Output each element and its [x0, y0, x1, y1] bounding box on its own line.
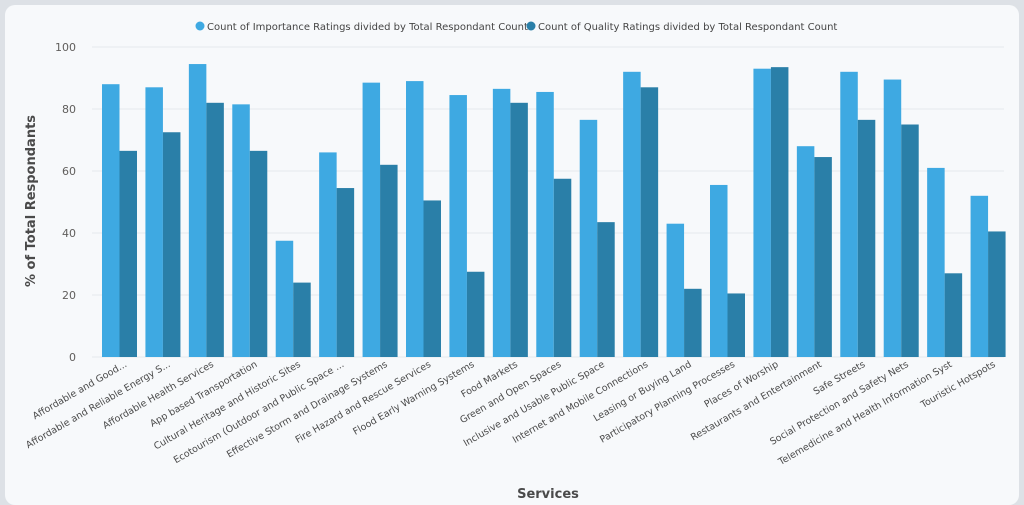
- bar-importance[interactable]: [406, 81, 424, 357]
- x-axis-title: Services: [517, 487, 579, 502]
- x-tick-label: Touristic Hotspots: [918, 359, 997, 411]
- bar-quality[interactable]: [466, 271, 485, 357]
- bar-quality[interactable]: [336, 188, 355, 357]
- bar-quality[interactable]: [119, 150, 138, 357]
- bar-importance[interactable]: [796, 146, 815, 357]
- bar-importance[interactable]: [536, 91, 554, 357]
- bar-quality[interactable]: [988, 231, 1006, 357]
- bar-importance[interactable]: [753, 68, 771, 357]
- bar-importance[interactable]: [883, 79, 902, 358]
- bar-quality[interactable]: [380, 164, 398, 357]
- bar-quality[interactable]: [814, 157, 832, 357]
- bar-importance[interactable]: [927, 167, 945, 357]
- legend-label-quality: Count of Quality Ratings divided by Tota…: [538, 22, 837, 33]
- y-axis-ticks: 0 20 40 60 80 100: [55, 41, 76, 364]
- bar-importance[interactable]: [970, 195, 989, 357]
- bar-quality[interactable]: [162, 132, 181, 357]
- y-tick-label: 80: [62, 103, 76, 116]
- bar-importance[interactable]: [362, 82, 381, 358]
- bar-quality[interactable]: [857, 119, 876, 357]
- bar-quality[interactable]: [553, 178, 572, 357]
- y-axis-title: % of Total Respondants: [24, 115, 39, 287]
- bar-importance[interactable]: [710, 184, 728, 357]
- bar-quality[interactable]: [249, 150, 268, 357]
- bar-quality[interactable]: [944, 273, 963, 357]
- x-tick-label: Effective Storm and Drainage Systems: [225, 359, 390, 460]
- bar-quality[interactable]: [597, 222, 615, 357]
- bar-quality[interactable]: [684, 288, 702, 357]
- bar-importance[interactable]: [840, 71, 858, 358]
- bar-importance[interactable]: [449, 95, 467, 358]
- legend: Count of Importance Ratings divided by T…: [195, 21, 837, 33]
- bars: [102, 64, 1006, 358]
- bar-importance[interactable]: [188, 64, 207, 358]
- bar-importance[interactable]: [102, 84, 120, 357]
- bar-quality[interactable]: [770, 67, 789, 358]
- bar-importance[interactable]: [145, 87, 163, 358]
- y-tick-label: 100: [55, 41, 76, 54]
- y-tick-label: 20: [62, 289, 76, 302]
- x-axis-labels: Affordable and Good...Affordable and Rel…: [24, 359, 997, 468]
- bar-importance[interactable]: [275, 240, 294, 357]
- legend-marker-quality: [526, 21, 536, 31]
- y-tick-label: 40: [62, 227, 76, 240]
- bar-quality[interactable]: [901, 124, 919, 358]
- y-tick-label: 0: [69, 351, 76, 364]
- bar-quality[interactable]: [727, 293, 746, 357]
- bar-importance[interactable]: [623, 71, 641, 358]
- bar-quality[interactable]: [423, 200, 442, 357]
- y-tick-label: 60: [62, 165, 76, 178]
- bar-importance[interactable]: [319, 152, 337, 357]
- bar-importance[interactable]: [666, 223, 685, 357]
- legend-marker-importance: [195, 21, 205, 31]
- bar-quality[interactable]: [640, 87, 659, 358]
- legend-label-importance: Count of Importance Ratings divided by T…: [207, 22, 528, 33]
- bar-quality[interactable]: [510, 102, 528, 357]
- bar-importance[interactable]: [232, 104, 250, 357]
- bar-importance[interactable]: [579, 119, 598, 357]
- bar-quality[interactable]: [293, 282, 311, 357]
- bar-importance[interactable]: [492, 88, 511, 357]
- bar-quality[interactable]: [206, 102, 224, 357]
